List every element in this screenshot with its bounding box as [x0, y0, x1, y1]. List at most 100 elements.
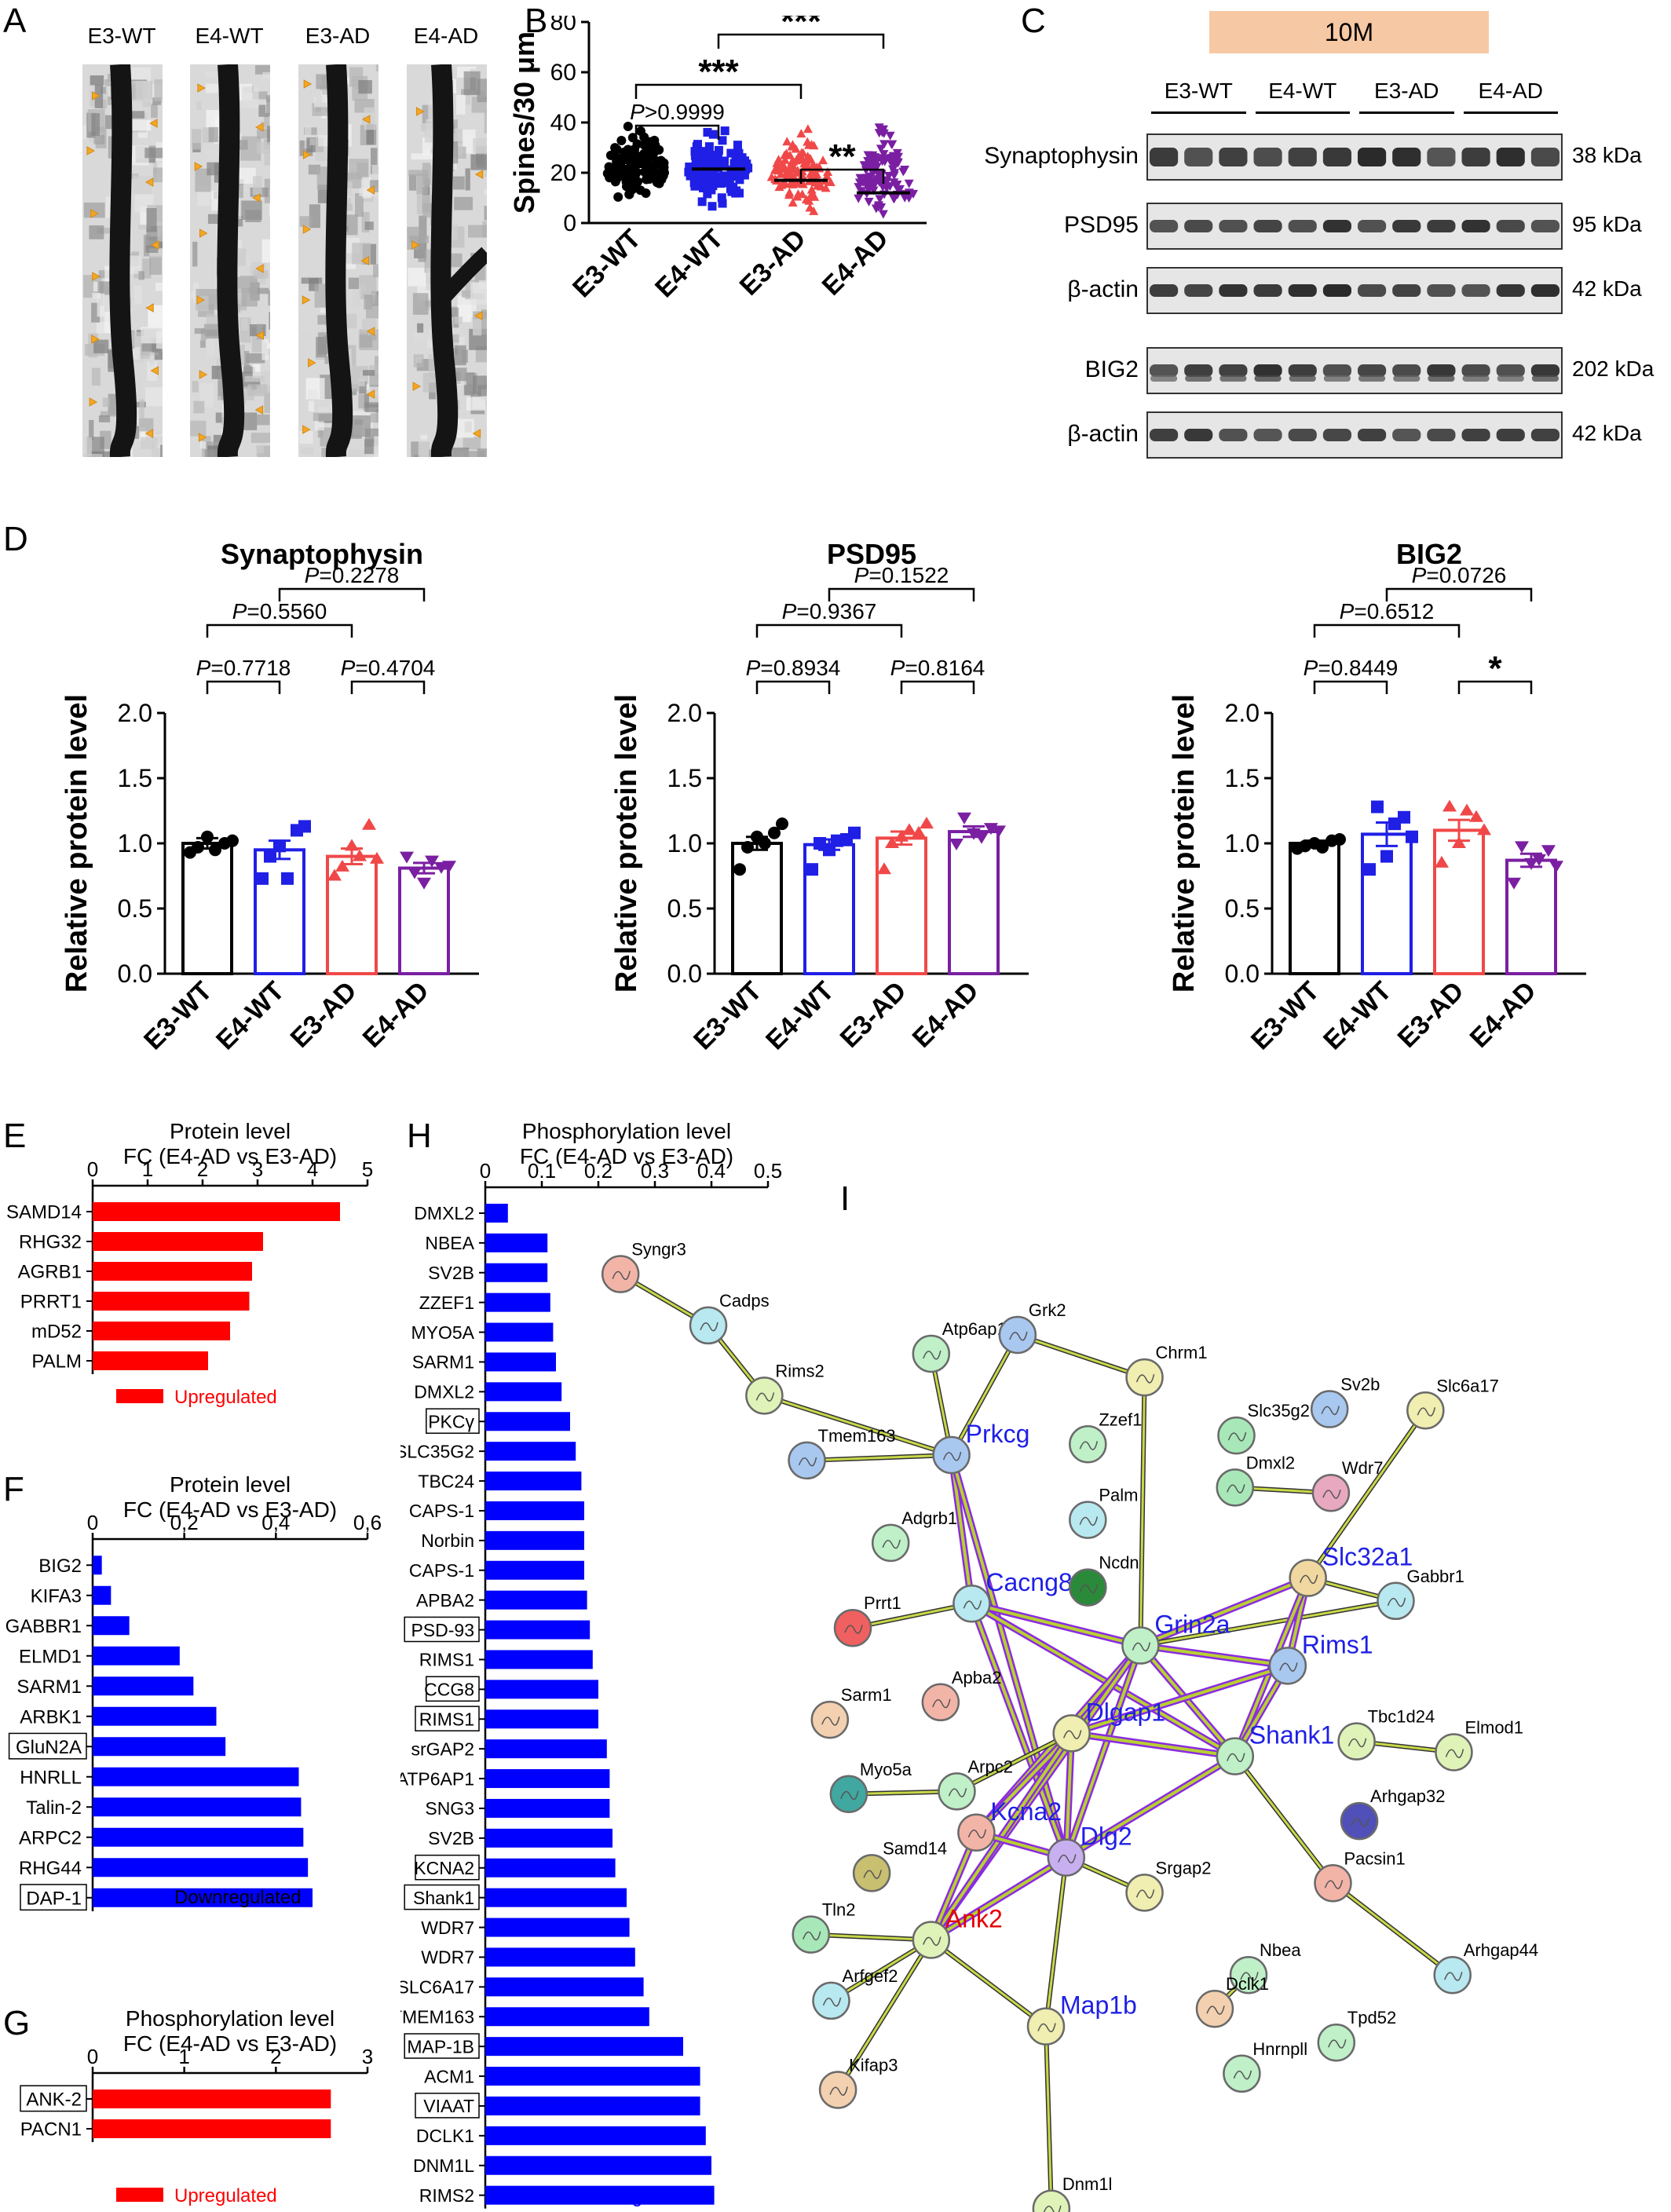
bar — [93, 1262, 252, 1281]
category-label: AGRB1 — [18, 1262, 82, 1283]
data-point — [716, 179, 726, 188]
node-label: Tmem163 — [818, 1426, 896, 1446]
texture-speck — [100, 99, 107, 109]
category-label: RHG32 — [19, 1232, 82, 1253]
x-tick-label: 0,6 — [353, 1511, 382, 1534]
texture-speck — [413, 330, 425, 341]
texture-speck — [412, 293, 429, 315]
bar — [485, 1412, 570, 1431]
significance-bracket — [350, 680, 426, 694]
data-point — [894, 829, 909, 842]
p-symbol: P — [1340, 599, 1355, 623]
significance-bracket — [1313, 680, 1388, 694]
blot-band — [1496, 284, 1525, 297]
blot-band — [1322, 429, 1351, 441]
spine-arrowhead — [302, 425, 311, 434]
data-point — [696, 177, 705, 187]
node-structure-icon — [1299, 1574, 1318, 1585]
x-tick-label: 0.4 — [697, 1159, 726, 1183]
texture-speck — [155, 331, 163, 349]
node-label: Prrt1 — [864, 1593, 901, 1613]
texture-speck — [200, 340, 206, 348]
y-tick-label: 1.5 — [667, 764, 702, 792]
blot-band — [1150, 148, 1179, 166]
image-label: E3-AD — [305, 24, 371, 48]
p-value: =0.9367 — [796, 599, 876, 623]
spine-arrowhead — [415, 107, 425, 116]
panel-label-a: A — [3, 2, 27, 40]
texture-speck — [352, 287, 361, 308]
texture-speck — [208, 126, 218, 142]
data-point — [803, 124, 813, 133]
dendrite-shaft — [325, 64, 353, 457]
blot-band — [1322, 220, 1351, 232]
texture-speck — [160, 444, 163, 457]
node-label: Ank2 — [945, 1905, 1003, 1933]
texture-speck — [475, 346, 487, 363]
data-point — [1435, 855, 1449, 868]
bar — [93, 2119, 331, 2138]
blot-band — [1358, 284, 1387, 297]
node-label: Cacng8 — [985, 1568, 1072, 1596]
texture-speck — [473, 138, 487, 154]
data-point — [1507, 877, 1521, 890]
blot-band — [1461, 284, 1490, 297]
node-label: Dclk1 — [1226, 1974, 1269, 1994]
p-symbol: P — [305, 563, 320, 587]
texture-speck — [348, 277, 360, 290]
texture-speck — [260, 122, 269, 131]
texture-speck — [98, 415, 111, 422]
image-label: E3-WT — [87, 24, 156, 48]
y-tick-label: 0 — [563, 210, 576, 236]
y-tick-label: 80 — [550, 16, 576, 35]
p-value: =0.8449 — [1318, 656, 1398, 680]
data-point — [874, 123, 884, 133]
data-point — [876, 203, 887, 213]
bar — [485, 1888, 627, 1907]
node-structure-icon — [1058, 1854, 1077, 1864]
dendrite-branch — [435, 247, 487, 305]
node-structure-icon — [1079, 1516, 1099, 1526]
texture-speck — [97, 293, 105, 317]
texture-speck — [244, 375, 265, 382]
label-box — [20, 2085, 87, 2112]
texture-speck — [138, 271, 144, 280]
blot-band — [1253, 148, 1282, 166]
texture-speck — [90, 75, 104, 86]
texture-speck — [89, 419, 94, 441]
spine-density-chart: 0 20 40 60 80 Spines/30 μm E3-WT E4-WT E3-AD E4-A… — [508, 16, 927, 303]
texture-speck — [92, 293, 101, 299]
data-point — [854, 194, 864, 203]
blot-group-underline — [1359, 112, 1454, 114]
node-structure-icon — [829, 2086, 848, 2096]
blot-band — [1496, 220, 1525, 232]
texture-speck — [192, 129, 202, 150]
data-point — [732, 186, 741, 196]
blot-group-underline — [1463, 112, 1558, 114]
bar — [1289, 842, 1340, 975]
blot-group-label: E3-WT — [1164, 79, 1233, 103]
blot-band — [1288, 284, 1317, 297]
network-edge — [763, 1394, 953, 1457]
spine-arrowhead — [474, 170, 484, 179]
node-structure-icon — [967, 1829, 987, 1839]
texture-speck — [264, 151, 270, 166]
blot-strip — [1146, 267, 1563, 314]
data-point — [647, 152, 657, 162]
texture-speck — [264, 391, 270, 413]
bar — [485, 1263, 548, 1282]
bar — [485, 1530, 584, 1550]
texture-speck — [417, 323, 424, 333]
significance-bracket — [755, 623, 903, 638]
x-tick-label: 4 — [307, 1157, 318, 1181]
data-point — [848, 826, 861, 839]
data-point — [740, 156, 749, 166]
category-label: RIMS1 — [419, 1709, 474, 1730]
bar — [948, 830, 1000, 975]
x-tick-label: E4-WT — [1318, 976, 1398, 1056]
label-box — [404, 1884, 480, 1910]
blot-band — [1288, 429, 1317, 441]
data-point — [782, 137, 792, 146]
spine-arrowhead — [199, 370, 208, 379]
